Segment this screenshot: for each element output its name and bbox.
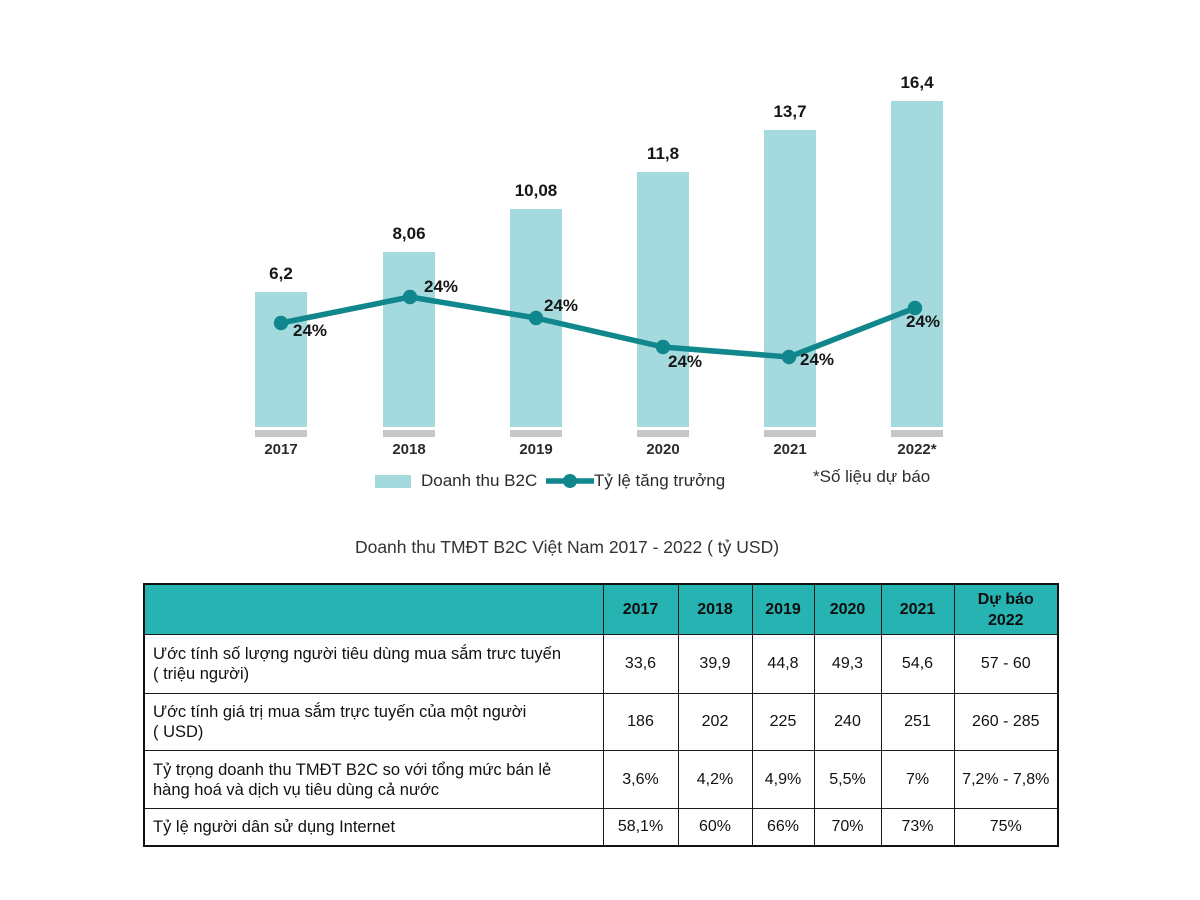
bar-base-strip: [637, 430, 689, 437]
bar-value-label: 16,4: [900, 73, 934, 92]
value-cell: 44,8: [751, 634, 815, 694]
growth-rate-label: 24%: [293, 321, 328, 340]
growth-rate-label: 24%: [544, 296, 579, 315]
value-cell: 260 - 285: [953, 693, 1059, 751]
bar-base-strip: [891, 430, 943, 437]
row-label-cell: Tỷ trọng doanh thu TMĐT B2C so với tổng …: [143, 750, 604, 809]
bar-value-label: 13,7: [773, 102, 807, 121]
value-cell: 54,6: [880, 634, 955, 694]
x-axis-label: 2019: [519, 441, 553, 458]
bar-base-strip: [383, 430, 435, 437]
value-cell: 49,3: [813, 634, 882, 694]
table-header-empty-cell: [143, 583, 604, 635]
bar-value-label: 11,8: [646, 144, 680, 163]
table-header-cell: 2018: [677, 583, 753, 635]
value-cell: 66%: [751, 808, 815, 847]
revenue-bar-2022: [891, 101, 943, 427]
growth-rate-label: 24%: [800, 350, 835, 369]
bar-base-strip: [764, 430, 816, 437]
value-cell: 202: [677, 693, 753, 751]
x-axis-label: 2020: [646, 441, 680, 458]
x-axis-label: 2017: [264, 441, 298, 458]
x-axis-label: 2018: [392, 441, 426, 458]
value-cell: 58,1%: [602, 808, 679, 847]
table-header-cell: 2021: [880, 583, 955, 635]
value-cell: 70%: [813, 808, 882, 847]
x-axis-label: 2021: [773, 441, 807, 458]
legend-bar-swatch: [375, 475, 411, 488]
value-cell: 240: [813, 693, 882, 751]
value-cell: 4,9%: [751, 750, 815, 809]
revenue-bar-2021: [764, 130, 816, 427]
value-cell: 3,6%: [602, 750, 679, 809]
value-cell: 7%: [880, 750, 955, 809]
legend-bar-label: Doanh thu B2C: [421, 471, 538, 490]
value-cell: 57 - 60: [953, 634, 1059, 694]
bar-base-strip: [255, 430, 307, 437]
growth-line-layer: [273, 289, 923, 365]
value-cell: 73%: [880, 808, 955, 847]
value-cell: 7,2% - 7,8%: [953, 750, 1059, 809]
value-cell: 33,6: [602, 634, 679, 694]
table-header-row: 2017 2018 2019 2020 2021 Dự báo 2022: [143, 583, 1059, 635]
row-label-cell: Ước tính giá trị mua sắm trực tuyến của …: [143, 693, 604, 751]
growth-rate-label: 24%: [424, 277, 459, 296]
table-header-cell: 2017: [602, 583, 679, 635]
table-header-cell: 2020: [813, 583, 882, 635]
table-row: Tỷ trọng doanh thu TMĐT B2C so với tổng …: [143, 750, 1059, 809]
table-row: Ước tính giá trị mua sắm trực tuyến của …: [143, 693, 1059, 751]
value-cell: 4,2%: [677, 750, 753, 809]
revenue-bar-2019: [510, 209, 562, 427]
value-cell: 39,9: [677, 634, 753, 694]
table-title: Doanh thu TMĐT B2C Việt Nam 2017 - 2022 …: [354, 537, 780, 557]
revenue-bar-2020: [637, 172, 689, 427]
table-header-cell: 2019: [751, 583, 815, 635]
legend-line-label: Tỷ lệ tăng trưởng: [594, 471, 726, 490]
legend-line-symbol-icon: [546, 474, 594, 488]
value-cell: 5,5%: [813, 750, 882, 809]
table-row: Ước tính số lượng người tiêu dùng mua sắ…: [143, 634, 1059, 694]
value-cell: 60%: [677, 808, 753, 847]
value-cell: 75%: [953, 808, 1059, 847]
row-label-cell: Ước tính số lượng người tiêu dùng mua sắ…: [143, 634, 604, 694]
bar-value-label: 6,2: [269, 264, 293, 283]
value-cell: 186: [602, 693, 679, 751]
growth-rate-label: 24%: [668, 352, 703, 371]
revenue-bar-2017: [255, 292, 307, 427]
growth-rate-line: [278, 294, 918, 360]
b2c-stats-table: 2017 2018 2019 2020 2021 Dự báo 2022 Ước tính…: [143, 583, 1059, 847]
bar-value-label: 10,08: [514, 181, 558, 200]
value-cell: 225: [751, 693, 815, 751]
x-axis-label: 2022*: [897, 441, 937, 458]
growth-rate-label: 24%: [906, 312, 941, 331]
bar-value-label: 8,06: [392, 224, 426, 243]
bar-base-strip: [510, 430, 562, 437]
value-cell: 251: [880, 693, 955, 751]
table-header-cell: Dự báo 2022: [953, 583, 1059, 635]
table-row: Tỷ lệ người dân sử dụng Internet 58,1% 60%…: [143, 808, 1059, 847]
row-label-cell: Tỷ lệ người dân sử dụng Internet: [143, 808, 604, 847]
forecast-footnote: *Số liệu dự báo: [813, 467, 931, 486]
b2c-revenue-combo-chart: 6,2 2017 8,06 2018 10,08 2019 11,8 2020 13,7 2021…: [255, 73, 943, 490]
